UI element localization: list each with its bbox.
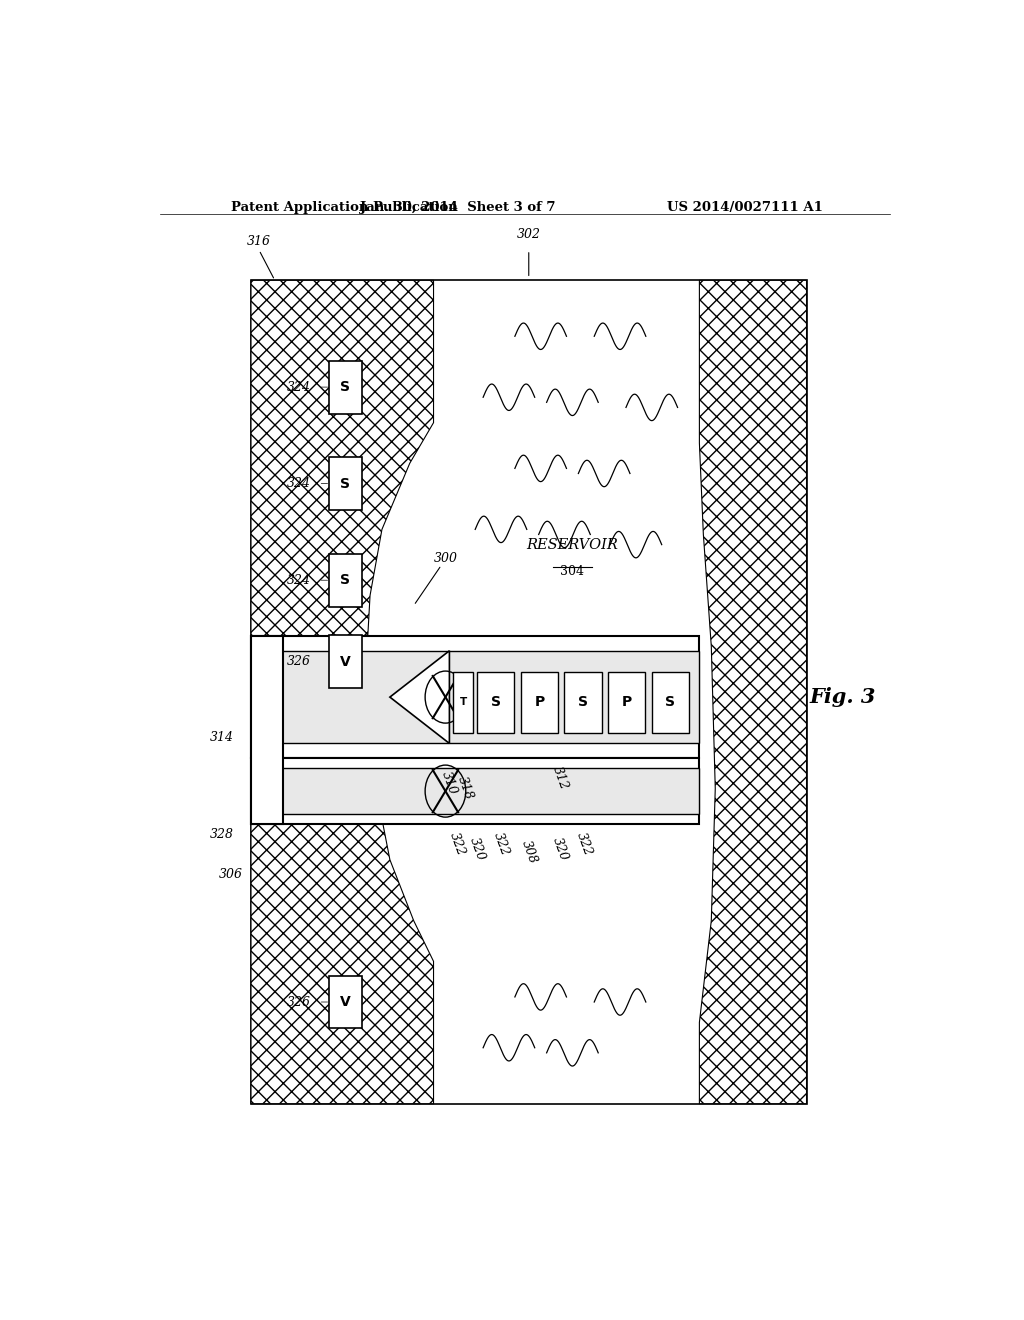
Bar (251, 636, 283, 824)
Bar (608, 672, 645, 733)
Bar (564, 672, 602, 733)
Text: 302: 302 (517, 228, 541, 242)
Bar (251, 651, 699, 743)
Bar (652, 672, 689, 733)
Text: 306: 306 (219, 869, 243, 882)
Text: S: S (579, 696, 588, 709)
Text: 316: 316 (247, 235, 271, 248)
Polygon shape (699, 280, 807, 1104)
Bar (251, 636, 699, 758)
Bar (329, 457, 362, 510)
Text: 314: 314 (210, 731, 233, 744)
Text: 324: 324 (287, 574, 310, 586)
Text: 324: 324 (287, 477, 310, 490)
Text: Patent Application Publication: Patent Application Publication (231, 201, 458, 214)
Text: S: S (340, 477, 350, 491)
Text: P: P (622, 696, 632, 709)
Text: 310: 310 (439, 770, 460, 797)
Bar (329, 975, 362, 1028)
Bar (329, 635, 362, 688)
Polygon shape (251, 280, 433, 1104)
Text: S: S (340, 573, 350, 587)
Bar (329, 360, 362, 413)
Bar (521, 672, 558, 733)
Text: 308: 308 (518, 838, 539, 865)
Polygon shape (390, 651, 450, 743)
Text: 322: 322 (447, 832, 468, 858)
Bar (251, 768, 699, 814)
Text: 322: 322 (490, 832, 511, 858)
Bar (454, 672, 473, 733)
Text: S: S (666, 696, 676, 709)
Text: 320: 320 (550, 836, 570, 863)
Text: 326: 326 (287, 995, 310, 1008)
Text: 322: 322 (574, 832, 595, 858)
Bar (251, 758, 699, 824)
Bar (329, 554, 362, 607)
Text: 324: 324 (287, 380, 310, 393)
Text: 318: 318 (455, 775, 475, 803)
Text: Fig. 3: Fig. 3 (809, 688, 876, 708)
Text: P: P (535, 696, 545, 709)
Text: S: S (340, 380, 350, 395)
Text: 320: 320 (467, 836, 487, 863)
Bar (251, 280, 807, 1104)
Text: US 2014/0027111 A1: US 2014/0027111 A1 (667, 201, 822, 214)
Text: V: V (340, 995, 351, 1008)
Text: RESERVOIR: RESERVOIR (526, 537, 618, 552)
Text: Jan. 30, 2014  Sheet 3 of 7: Jan. 30, 2014 Sheet 3 of 7 (359, 201, 555, 214)
Text: 326: 326 (287, 655, 310, 668)
Text: S: S (490, 696, 501, 709)
Text: 300: 300 (433, 552, 458, 565)
Text: 304: 304 (560, 565, 585, 578)
Text: 312: 312 (550, 764, 570, 792)
Bar (477, 672, 514, 733)
Text: V: V (340, 655, 351, 668)
Text: 328: 328 (210, 828, 233, 841)
Text: T: T (460, 697, 467, 708)
